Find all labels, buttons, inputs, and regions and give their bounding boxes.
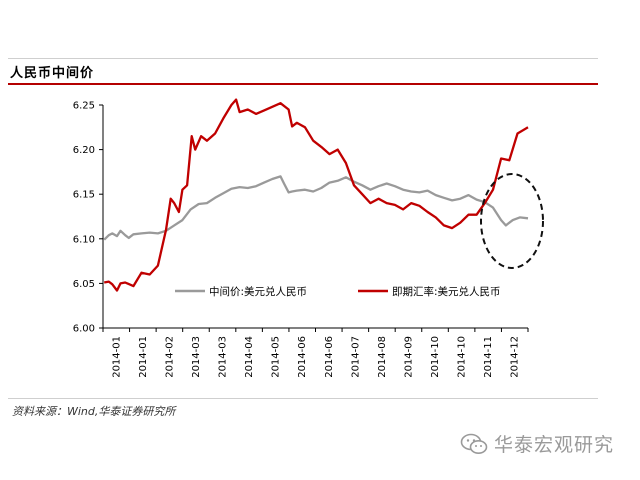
legend-label: 即期汇率:美元兑人民币 [392, 285, 501, 298]
series-line-spot [103, 98, 529, 292]
chart-area: 6.00 6.05 6.10 6.15 6.20 6.25 2014-01 2014-01 20… [0, 85, 640, 400]
title-bottom-rule [8, 83, 598, 85]
x-tick-label: 2014-06 [324, 336, 335, 378]
x-tick-label: 2014-07 [350, 336, 361, 378]
x-tick-label: 2014-08 [377, 336, 388, 378]
x-tick-label: 2014-04 [244, 336, 255, 378]
x-tick-label: 2014-01 [138, 336, 149, 378]
line-chart: 6.00 6.05 6.10 6.15 6.20 6.25 2014-01 2014-01 20… [73, 98, 544, 378]
series-layer [103, 98, 529, 292]
axis-layer: 6.00 6.05 6.10 6.15 6.20 6.25 2014-01 2014-01 20… [73, 101, 529, 378]
y-tick-label: 6.20 [73, 145, 95, 156]
x-tick-label: 2014-12 [510, 336, 521, 378]
x-tick-label: 2014-03 [191, 336, 202, 378]
watermark-text: 华泰宏观研究 [494, 434, 615, 456]
x-tick-label: 2014-11 [483, 336, 494, 378]
title-top-rule [8, 58, 598, 59]
legend-label: 中间价:美元兑人民币 [209, 285, 307, 298]
x-tick-label: 2014-05 [271, 336, 282, 378]
chart-title: 人民币中间价 [10, 66, 95, 81]
y-tick-label: 6.05 [73, 279, 95, 290]
x-tick-label: 2014-10 [430, 336, 441, 378]
x-tick-label: 2014-06 [297, 336, 308, 378]
x-tick-label: 2014-01 [111, 336, 122, 378]
highlight-ellipse [480, 173, 544, 269]
source-note: 资料来源：Wind,华泰证券研究所 [12, 405, 176, 418]
x-tick-label: 2014-02 [164, 336, 175, 378]
x-tick-label: 2014-09 [403, 336, 414, 378]
y-tick-label: 6.10 [73, 234, 95, 245]
x-tick-label: 2014-03 [218, 336, 229, 378]
y-tick-label: 6.00 [73, 324, 95, 335]
watermark: 华泰宏观研究 [460, 430, 614, 457]
x-tick-label: 2014-10 [457, 336, 468, 378]
source-rule [8, 398, 598, 399]
y-tick-label: 6.25 [73, 101, 95, 112]
legend: 中间价:美元兑人民币 即期汇率:美元兑人民币 [175, 285, 501, 298]
wechat-icon [460, 433, 488, 454]
y-tick-label: 6.15 [73, 190, 95, 201]
series-line-mid [103, 175, 529, 241]
